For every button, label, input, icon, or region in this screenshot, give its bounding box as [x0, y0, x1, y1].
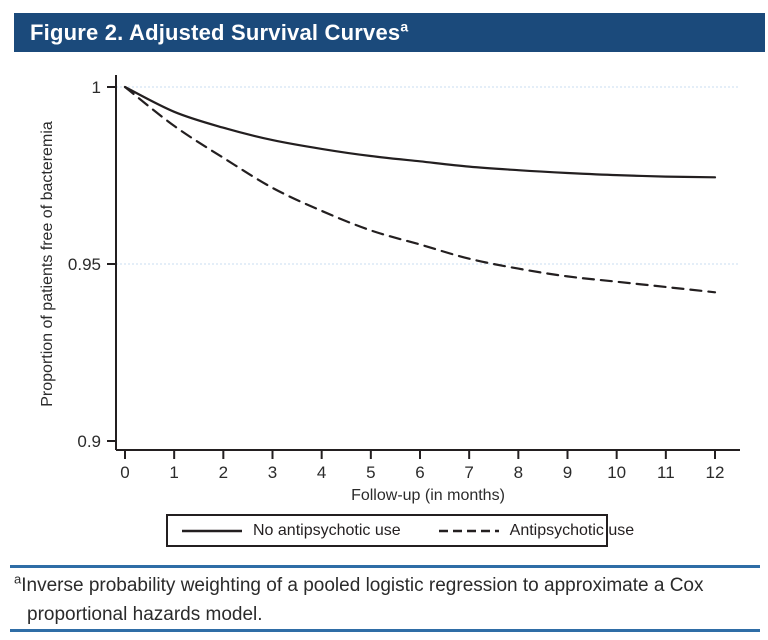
y-tick-label: 1	[92, 78, 101, 97]
x-tick-label: 9	[563, 463, 572, 482]
figure-title-bar: Figure 2. Adjusted Survival Curvesa	[14, 13, 765, 52]
curve-antipsychotic-use	[123, 85, 717, 294]
x-tick-label: 2	[219, 463, 228, 482]
x-tick-label: 1	[169, 463, 178, 482]
x-tick-label: 5	[366, 463, 375, 482]
x-tick-label: 8	[514, 463, 523, 482]
x-tick-label: 12	[706, 463, 725, 482]
figure-title-superscript: a	[400, 18, 409, 35]
y-tick-label: 0.9	[77, 432, 101, 451]
y-axis-title: Proportion of patients free of bacteremi…	[39, 121, 56, 407]
x-tick-label: 7	[464, 463, 473, 482]
x-tick-label: 4	[317, 463, 326, 482]
legend-item-no-antipsychotic: No antipsychotic use	[182, 522, 401, 540]
dashed-line-icon	[438, 529, 499, 532]
footnote-bottom-rule	[10, 629, 760, 632]
x-tick-label: 11	[657, 463, 675, 482]
x-tick-label: 10	[607, 463, 626, 482]
footnote-superscript: a	[14, 571, 22, 587]
footnote-top-rule	[10, 565, 760, 568]
legend-item-antipsychotic: Antipsychotic use	[438, 521, 635, 540]
footnote: aInverse probability weighting of a pool…	[0, 571, 745, 629]
y-tick-label: 0.95	[68, 255, 101, 274]
figure-title-text: Figure 2. Adjusted Survival Curves	[30, 19, 401, 45]
x-axis-title: Follow-up (in months)	[351, 487, 505, 504]
legend-label: No antipsychotic use	[253, 521, 401, 539]
x-tick-label: 3	[268, 463, 277, 482]
solid-line-icon	[182, 529, 242, 532]
x-tick-label: 0	[120, 463, 129, 482]
x-tick-label: 6	[415, 463, 424, 482]
survival-chart: Follow-up (in months) Proportion of pati…	[39, 75, 740, 504]
footnote-text: Inverse probability weighting of a poole…	[21, 575, 704, 625]
curve-no-antipsychotic-use	[123, 85, 717, 179]
chart-legend: No antipsychotic use Antipsychotic use	[166, 514, 634, 547]
legend-label: Antipsychotic use	[509, 521, 635, 539]
figure-title: Figure 2. Adjusted Survival Curvesa	[14, 18, 409, 46]
